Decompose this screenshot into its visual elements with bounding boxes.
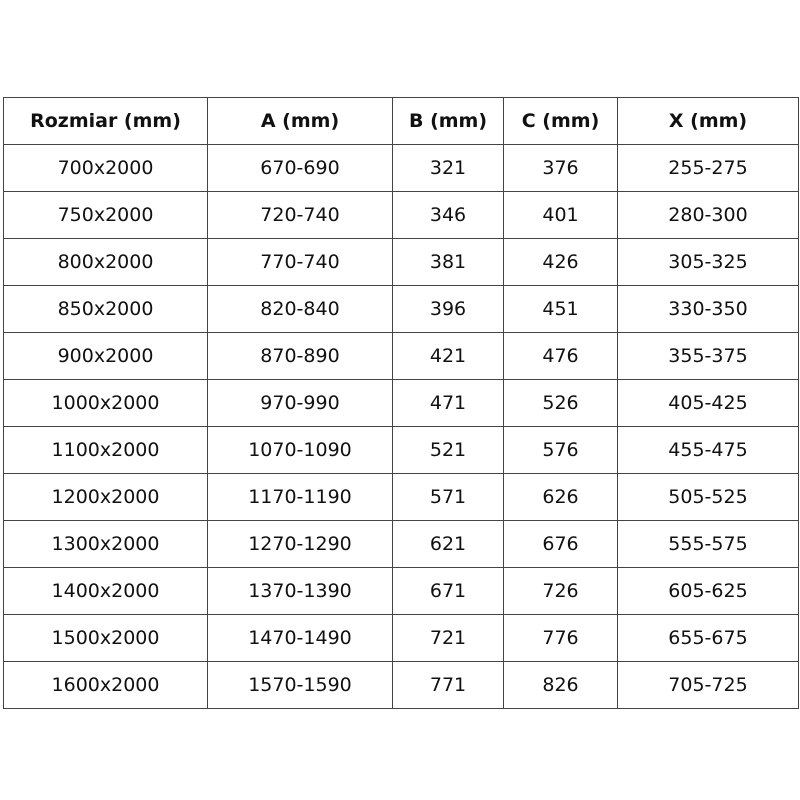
table-cell: 705-725 [617,661,799,709]
table-cell: 396 [392,285,504,333]
table-cell: 451 [503,285,618,333]
table-cell: 381 [392,238,504,286]
table-cell: 346 [392,191,504,239]
table-row: 1600x2000 1570-1590 771 826 705-725 [3,661,799,709]
column-header: B (mm) [392,97,504,145]
table-cell: 626 [503,473,618,521]
table-cell: 405-425 [617,379,799,427]
table-cell: 526 [503,379,618,427]
table-cell: 505-525 [617,473,799,521]
table-cell: 700x2000 [3,144,208,192]
table-cell: 1370-1390 [207,567,393,615]
table-cell: 1300x2000 [3,520,208,568]
table-cell: 1170-1190 [207,473,393,521]
column-header: C (mm) [503,97,618,145]
table-cell: 476 [503,332,618,380]
table-cell: 870-890 [207,332,393,380]
table-cell: 1000x2000 [3,379,208,427]
table-cell: 970-990 [207,379,393,427]
table-cell: 376 [503,144,618,192]
table-cell: 605-625 [617,567,799,615]
table-cell: 826 [503,661,618,709]
table-row: 750x2000 720-740 346 401 280-300 [3,191,799,239]
table-cell: 676 [503,520,618,568]
table-cell: 820-840 [207,285,393,333]
table-row: 1100x2000 1070-1090 521 576 455-475 [3,426,799,474]
table-cell: 850x2000 [3,285,208,333]
table-cell: 1470-1490 [207,614,393,662]
table-cell: 576 [503,426,618,474]
table-cell: 900x2000 [3,332,208,380]
table-cell: 321 [392,144,504,192]
table-cell: 771 [392,661,504,709]
table-cell: 421 [392,332,504,380]
table-cell: 555-575 [617,520,799,568]
table-cell: 1500x2000 [3,614,208,662]
table-row: 700x2000 670-690 321 376 255-275 [3,144,799,192]
table-row: 850x2000 820-840 396 451 330-350 [3,285,799,333]
table-cell: 671 [392,567,504,615]
table-cell: 1570-1590 [207,661,393,709]
table-cell: 721 [392,614,504,662]
table-cell: 330-350 [617,285,799,333]
table-cell: 1600x2000 [3,661,208,709]
table-cell: 305-325 [617,238,799,286]
dimensions-table: Rozmiar (mm) A (mm) B (mm) C (mm) X (mm) 700… [3,97,799,709]
table-cell: 621 [392,520,504,568]
table-cell: 670-690 [207,144,393,192]
table-row: 800x2000 770-740 381 426 305-325 [3,238,799,286]
table-cell: 720-740 [207,191,393,239]
table-cell: 255-275 [617,144,799,192]
table-cell: 1270-1290 [207,520,393,568]
table-row: 1200x2000 1170-1190 571 626 505-525 [3,473,799,521]
table-cell: 1070-1090 [207,426,393,474]
column-header: Rozmiar (mm) [3,97,208,145]
table-row: 900x2000 870-890 421 476 355-375 [3,332,799,380]
table-cell: 1100x2000 [3,426,208,474]
table-cell: 355-375 [617,332,799,380]
column-header: X (mm) [617,97,799,145]
table-cell: 455-475 [617,426,799,474]
table-cell: 1400x2000 [3,567,208,615]
table-cell: 655-675 [617,614,799,662]
table-row: 1300x2000 1270-1290 621 676 555-575 [3,520,799,568]
table-row: 1400x2000 1370-1390 671 726 605-625 [3,567,799,615]
table-cell: 280-300 [617,191,799,239]
column-header: A (mm) [207,97,393,145]
table-cell: 401 [503,191,618,239]
table-cell: 571 [392,473,504,521]
table-cell: 776 [503,614,618,662]
table-cell: 800x2000 [3,238,208,286]
table-cell: 471 [392,379,504,427]
table-cell: 726 [503,567,618,615]
table-cell: 426 [503,238,618,286]
header-row: Rozmiar (mm) A (mm) B (mm) C (mm) X (mm) [3,97,799,145]
table-cell: 770-740 [207,238,393,286]
table-row: 1500x2000 1470-1490 721 776 655-675 [3,614,799,662]
table-cell: 750x2000 [3,191,208,239]
table-row: 1000x2000 970-990 471 526 405-425 [3,379,799,427]
table-cell: 1200x2000 [3,473,208,521]
table-cell: 521 [392,426,504,474]
